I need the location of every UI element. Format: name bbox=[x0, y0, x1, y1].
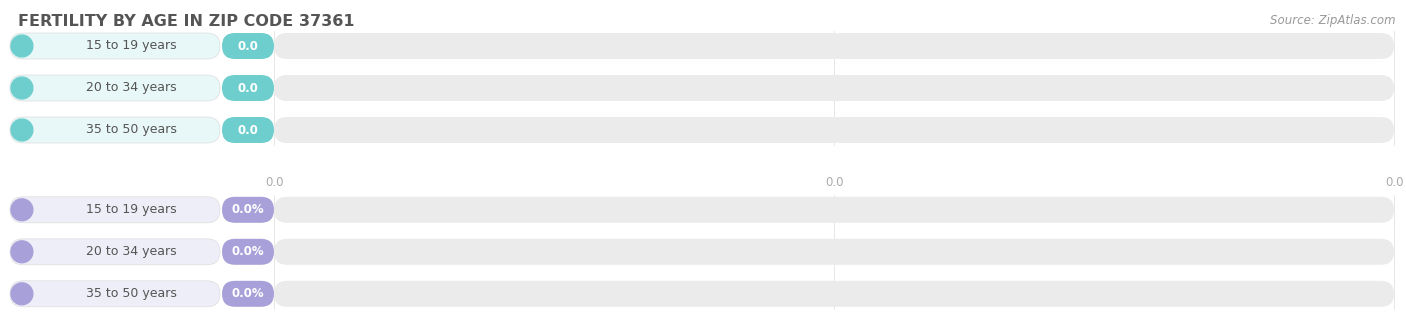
Circle shape bbox=[11, 199, 32, 221]
FancyBboxPatch shape bbox=[10, 75, 219, 101]
Text: 15 to 19 years: 15 to 19 years bbox=[87, 203, 177, 216]
FancyBboxPatch shape bbox=[274, 33, 1393, 59]
Text: 0.0%: 0.0% bbox=[232, 287, 264, 300]
FancyBboxPatch shape bbox=[222, 197, 274, 223]
Text: 20 to 34 years: 20 to 34 years bbox=[87, 245, 177, 258]
Text: 0.0: 0.0 bbox=[238, 82, 259, 94]
FancyBboxPatch shape bbox=[10, 281, 219, 307]
FancyBboxPatch shape bbox=[274, 281, 1393, 307]
Text: 0.0%: 0.0% bbox=[232, 245, 264, 258]
Circle shape bbox=[11, 119, 32, 141]
FancyBboxPatch shape bbox=[222, 117, 274, 143]
Text: 20 to 34 years: 20 to 34 years bbox=[87, 82, 177, 94]
FancyBboxPatch shape bbox=[274, 75, 1393, 101]
Text: 0.0: 0.0 bbox=[825, 176, 844, 189]
FancyBboxPatch shape bbox=[274, 197, 1393, 223]
Text: FERTILITY BY AGE IN ZIP CODE 37361: FERTILITY BY AGE IN ZIP CODE 37361 bbox=[18, 14, 354, 29]
Text: 35 to 50 years: 35 to 50 years bbox=[86, 287, 177, 300]
FancyBboxPatch shape bbox=[274, 239, 1393, 265]
FancyBboxPatch shape bbox=[222, 33, 274, 59]
FancyBboxPatch shape bbox=[10, 117, 219, 143]
Text: Source: ZipAtlas.com: Source: ZipAtlas.com bbox=[1271, 14, 1396, 27]
Text: 0.0: 0.0 bbox=[1385, 176, 1403, 189]
FancyBboxPatch shape bbox=[274, 117, 1393, 143]
Circle shape bbox=[11, 283, 32, 305]
Text: 0.0: 0.0 bbox=[264, 176, 283, 189]
FancyBboxPatch shape bbox=[222, 75, 274, 101]
Text: 35 to 50 years: 35 to 50 years bbox=[86, 123, 177, 137]
Circle shape bbox=[11, 241, 32, 263]
FancyBboxPatch shape bbox=[10, 33, 219, 59]
FancyBboxPatch shape bbox=[10, 197, 219, 223]
Text: 15 to 19 years: 15 to 19 years bbox=[87, 40, 177, 52]
FancyBboxPatch shape bbox=[222, 239, 274, 265]
FancyBboxPatch shape bbox=[10, 239, 219, 265]
Text: 0.0: 0.0 bbox=[238, 123, 259, 137]
Text: 0.0%: 0.0% bbox=[232, 203, 264, 216]
Text: 0.0: 0.0 bbox=[238, 40, 259, 52]
Circle shape bbox=[11, 35, 32, 57]
Circle shape bbox=[11, 77, 32, 99]
FancyBboxPatch shape bbox=[222, 281, 274, 307]
